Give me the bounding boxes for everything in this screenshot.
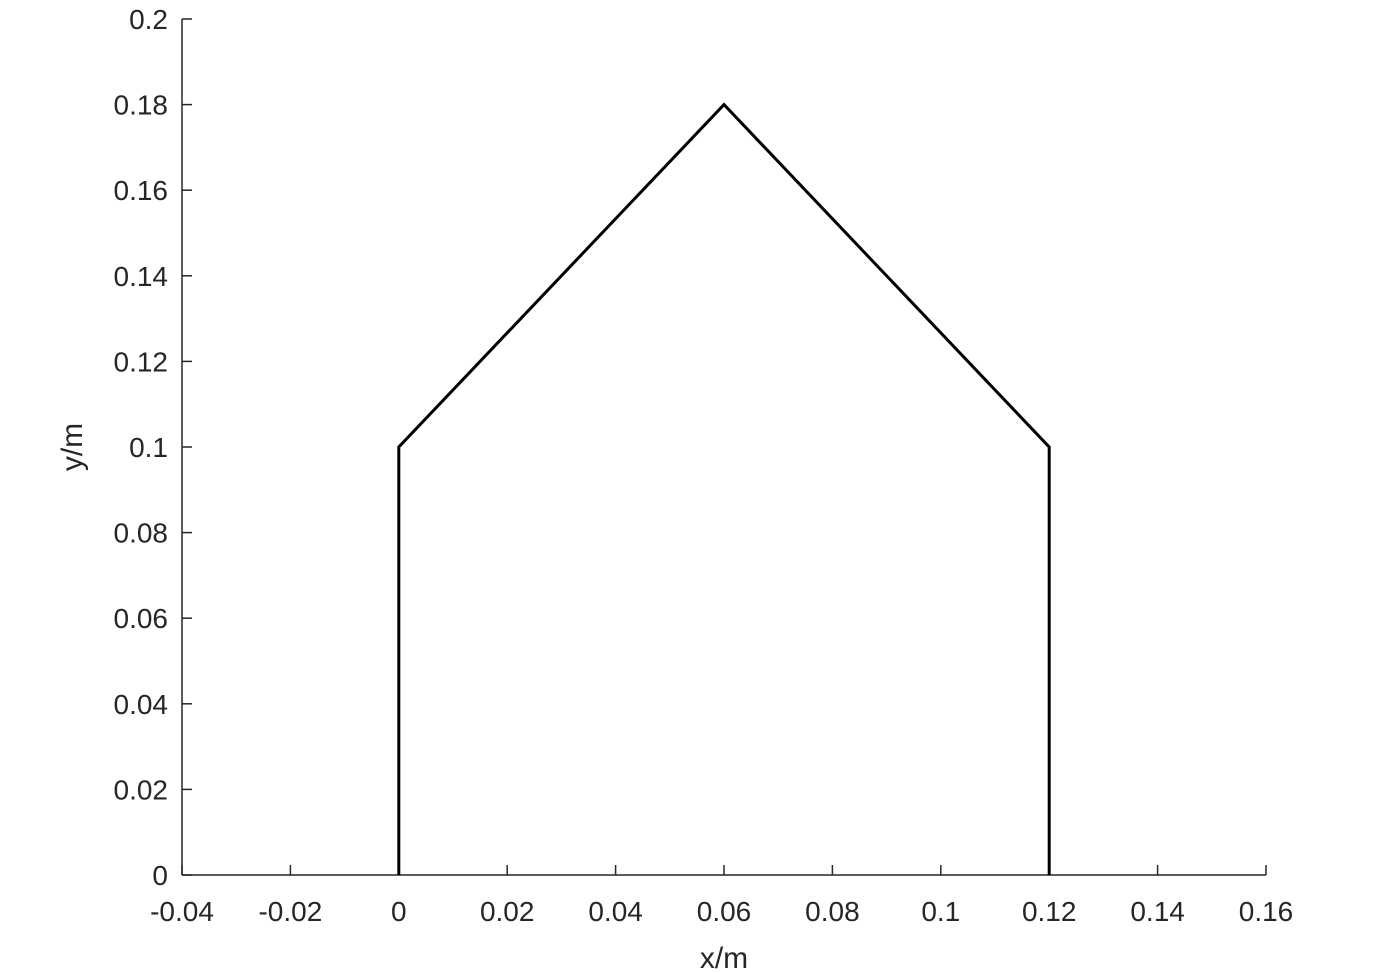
x-tick-label: 0 (391, 896, 407, 927)
x-axis-label: x/m (700, 942, 748, 973)
y-axis-label: y/m (56, 423, 89, 471)
x-tick-label: 0.04 (588, 896, 643, 927)
series-layer (397, 102, 1051, 875)
x-tick-label: 0.12 (1022, 896, 1077, 927)
y-tick-label: 0.06 (114, 603, 169, 634)
y-tick-label: 0.14 (114, 261, 169, 292)
y-tick-label: 0.16 (114, 175, 169, 206)
series-line (397, 102, 1051, 875)
y-tick-label: 0.2 (129, 4, 168, 35)
y-ticks: 0 0.02 0.04 0.06 0.08 0.1 0.12 0.14 0.16 0.18 0.2 (114, 4, 192, 891)
x-tick-label: 0.08 (805, 896, 860, 927)
axes (181, 19, 1266, 876)
x-tick-label: -0.04 (150, 896, 214, 927)
x-ticks: -0.04 -0.02 0 0.02 0.04 0.06 0.08 0.1 0.12 0.14 0.… (150, 865, 1293, 927)
x-tick-label: 0.02 (480, 896, 535, 927)
x-tick-label: -0.02 (258, 896, 322, 927)
y-tick-label: 0 (152, 860, 168, 891)
x-tick-label: 0.14 (1130, 896, 1185, 927)
y-tick-label: 0.04 (114, 689, 169, 720)
y-tick-label: 0.12 (114, 346, 169, 377)
y-tick-label: 0.02 (114, 774, 169, 805)
x-tick-label: 0.16 (1239, 896, 1294, 927)
x-tick-label: 0.06 (697, 896, 752, 927)
y-tick-label: 0.08 (114, 518, 169, 549)
y-tick-label: 0.1 (129, 432, 168, 463)
x-tick-label: 0.1 (921, 896, 960, 927)
y-tick-label: 0.18 (114, 90, 169, 121)
